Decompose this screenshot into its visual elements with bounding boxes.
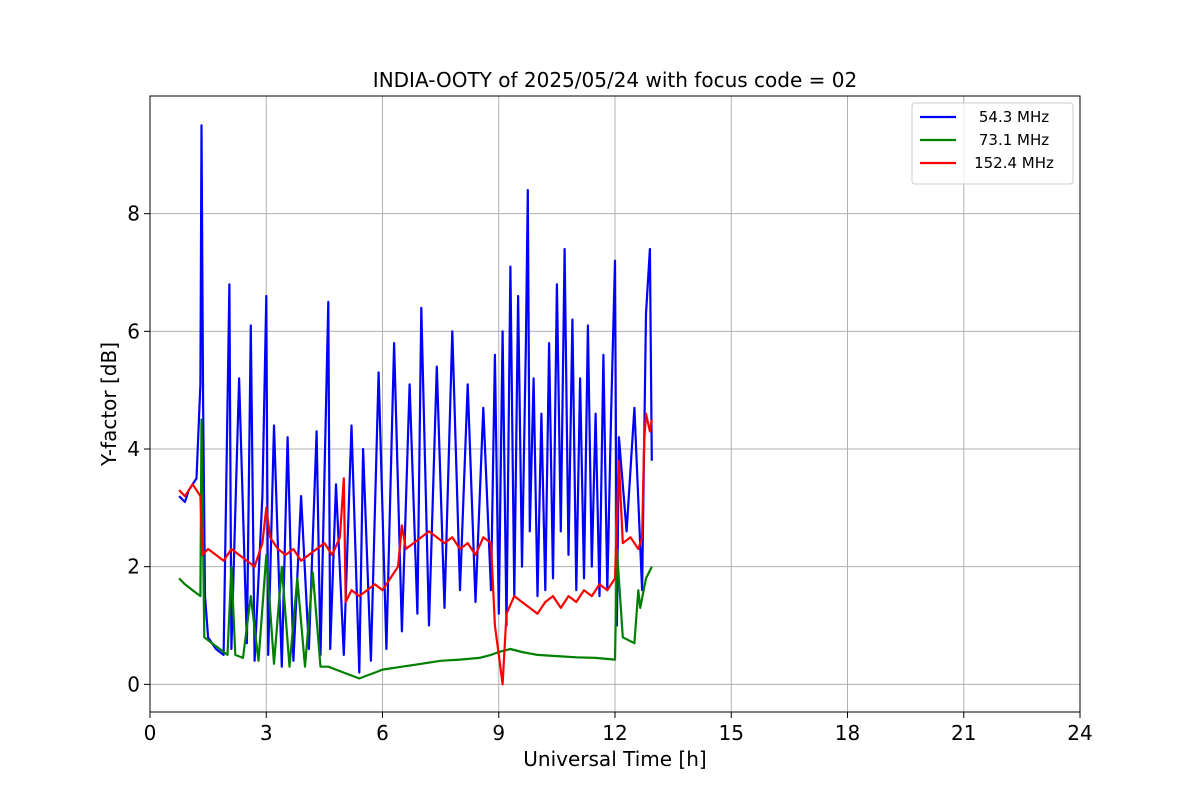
- y-tick-label: 2: [127, 555, 140, 579]
- chart-title: INDIA-OOTY of 2025/05/24 with focus code…: [373, 68, 857, 92]
- y-tick-label: 8: [127, 202, 140, 226]
- x-tick-label: 24: [1067, 721, 1092, 745]
- x-tick-label: 15: [719, 721, 744, 745]
- series-lines: [178, 124, 653, 686]
- legend-label-1: 54.3 MHz: [979, 108, 1049, 126]
- y-axis-label: Y-factor [dB]: [97, 342, 121, 467]
- x-tick-label: 3: [260, 721, 273, 745]
- series-line-3: [178, 412, 653, 686]
- x-tick-label: 6: [376, 721, 389, 745]
- series-line-1: [178, 124, 653, 674]
- x-tick-label: 0: [144, 721, 157, 745]
- x-tick-label: 9: [492, 721, 505, 745]
- x-axis-label: Universal Time [h]: [523, 747, 706, 771]
- legend-label-2: 73.1 MHz: [979, 131, 1049, 149]
- x-tick-label: 18: [835, 721, 860, 745]
- y-tick-label: 0: [127, 672, 140, 696]
- legend-label-3: 152.4 MHz: [974, 154, 1054, 172]
- series-line-2: [178, 418, 653, 680]
- y-tick-label: 4: [127, 437, 140, 461]
- y-tick-label: 6: [127, 319, 140, 343]
- legend-items: 54.3 MHz 73.1 MHz 152.4 MHz: [920, 108, 1054, 172]
- x-tick-label: 21: [951, 721, 976, 745]
- x-tick-label: 12: [602, 721, 627, 745]
- y-axis-ticks: 0 2 4 6 8: [127, 202, 150, 696]
- legend: 54.3 MHz 73.1 MHz 152.4 MHz: [911, 102, 1074, 185]
- x-axis-ticks: 0 3 6 9 12 15 18 21 24: [144, 712, 1093, 745]
